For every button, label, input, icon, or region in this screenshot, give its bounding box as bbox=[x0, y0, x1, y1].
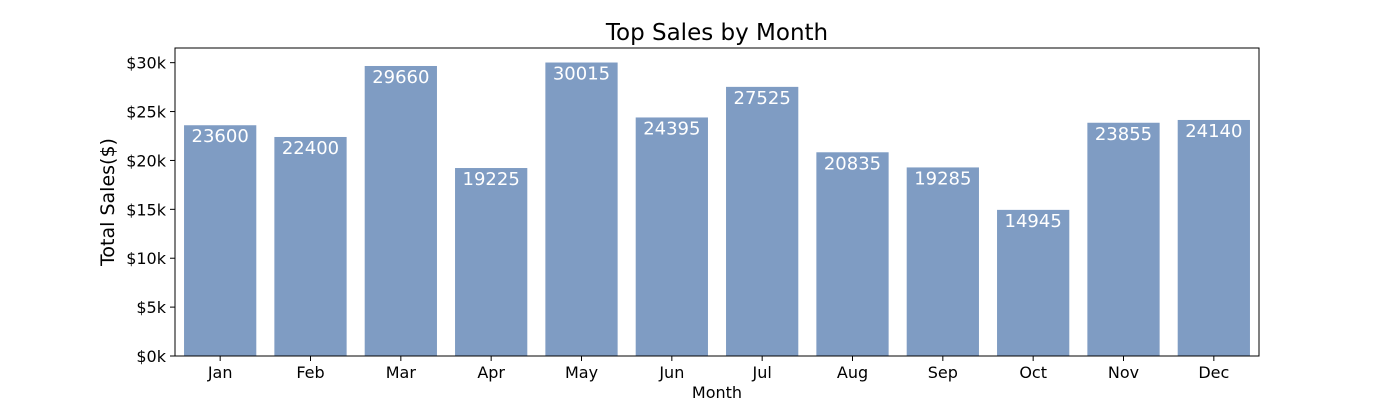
bar-oct bbox=[997, 209, 1070, 356]
x-tick-label-oct: Oct bbox=[1019, 363, 1047, 382]
bar-feb bbox=[274, 136, 347, 356]
data-label-nov: 23855 bbox=[1095, 124, 1152, 145]
data-label-may: 30015 bbox=[553, 64, 610, 85]
x-tick-label-jul: Jul bbox=[752, 363, 772, 382]
data-label-sep: 19285 bbox=[914, 168, 971, 189]
plot-frame bbox=[174, 47, 1260, 357]
data-label-jul: 27525 bbox=[734, 88, 791, 109]
y-tick-label-0: $0k bbox=[136, 347, 166, 366]
x-tick-label-dec: Dec bbox=[1198, 363, 1229, 382]
bar-aug bbox=[816, 152, 889, 356]
bar-jun bbox=[635, 117, 708, 357]
x-axis-label: Month bbox=[692, 383, 742, 400]
bars-group bbox=[184, 62, 1250, 357]
x-tick-label-feb: Feb bbox=[296, 363, 324, 382]
data-labels-group: 23600 22400 29660 19225 30015 24395 27525 20835… bbox=[192, 64, 1243, 232]
bar-sep bbox=[906, 167, 979, 356]
y-tick-label-4: $20k bbox=[126, 151, 167, 170]
y-axis-label: Total Sales($) bbox=[97, 138, 119, 267]
x-tick-label-aug: Aug bbox=[837, 363, 868, 382]
x-tick-label-sep: Sep bbox=[928, 363, 958, 382]
data-label-jun: 24395 bbox=[643, 118, 700, 139]
bar-mar bbox=[364, 65, 437, 356]
x-axis: Jan Feb Mar Apr May Jun Jul Aug Sep Oct Nov Dec bbox=[207, 356, 1229, 382]
data-label-apr: 19225 bbox=[463, 169, 520, 190]
x-tick-label-nov: Nov bbox=[1108, 363, 1139, 382]
y-tick-label-6: $30k bbox=[126, 54, 167, 73]
bar-apr bbox=[455, 168, 528, 356]
y-axis: $0k $5k $10k $15k $20k $25k $30k bbox=[126, 54, 175, 366]
x-tick-label-jan: Jan bbox=[207, 363, 233, 382]
bar-may bbox=[545, 62, 618, 357]
y-tick-label-1: $5k bbox=[136, 298, 166, 317]
data-label-feb: 22400 bbox=[282, 138, 339, 159]
bar-nov bbox=[1087, 122, 1160, 356]
x-tick-label-mar: Mar bbox=[386, 363, 417, 382]
bar-jul bbox=[726, 86, 799, 356]
chart-title: Top Sales by Month bbox=[605, 20, 828, 46]
bar-dec bbox=[1177, 119, 1250, 356]
y-tick-label-3: $15k bbox=[126, 200, 167, 219]
data-label-oct: 14945 bbox=[1005, 211, 1062, 232]
data-label-aug: 20835 bbox=[824, 153, 881, 174]
y-tick-label-5: $25k bbox=[126, 103, 167, 122]
data-label-mar: 29660 bbox=[372, 67, 429, 88]
y-tick-label-2: $10k bbox=[126, 249, 167, 268]
data-label-dec: 24140 bbox=[1185, 121, 1242, 142]
x-tick-label-apr: Apr bbox=[477, 363, 505, 382]
bar-jan bbox=[184, 125, 257, 356]
data-label-jan: 23600 bbox=[192, 126, 249, 147]
x-tick-label-may: May bbox=[565, 363, 598, 382]
x-tick-label-jun: Jun bbox=[658, 363, 684, 382]
